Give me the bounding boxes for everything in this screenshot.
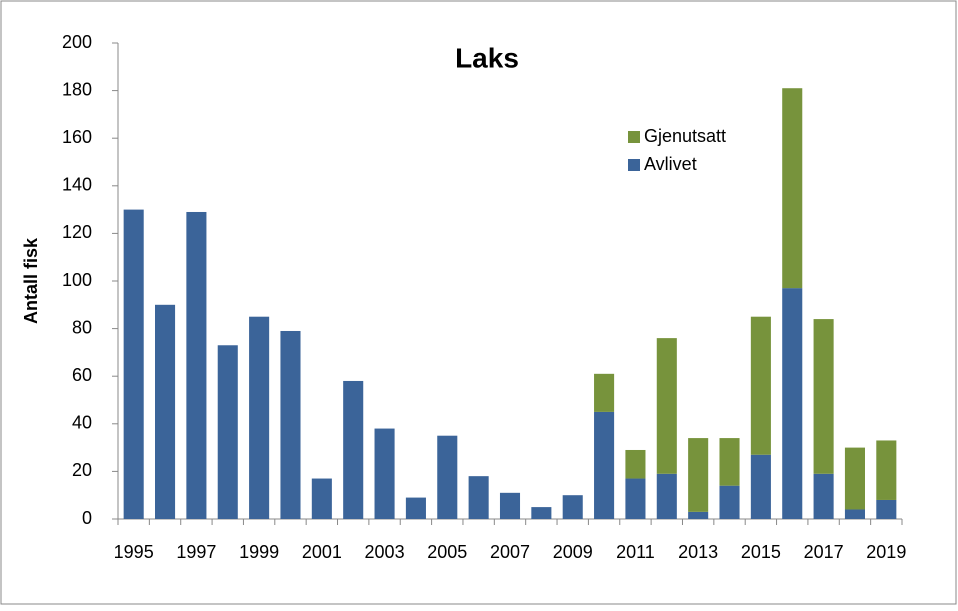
bar (594, 411, 615, 519)
bar (123, 209, 144, 519)
legend-label: Gjenutsatt (644, 126, 726, 146)
y-tick-label: 160 (62, 127, 92, 147)
y-tick-label: 20 (72, 460, 92, 480)
bar (155, 304, 176, 519)
y-tick-label: 180 (62, 79, 92, 99)
bar (688, 511, 709, 519)
x-tick-label: 2017 (804, 542, 844, 562)
legend-swatch (628, 131, 640, 143)
bar (656, 473, 677, 519)
bar (343, 380, 364, 519)
bar (656, 338, 677, 474)
x-tick-label: 2005 (427, 542, 467, 562)
bar (844, 509, 865, 519)
x-tick-label: 2011 (616, 542, 655, 562)
bar (217, 345, 238, 519)
bar (249, 316, 270, 519)
bar (468, 476, 489, 519)
y-tick-label: 80 (72, 317, 92, 337)
bar (437, 435, 458, 519)
x-tick-label: 2015 (741, 542, 781, 562)
bar (625, 449, 646, 479)
x-tick-label: 2019 (866, 542, 906, 562)
bar (688, 438, 709, 512)
legend-swatch (628, 159, 640, 171)
y-tick-label: 200 (62, 32, 92, 52)
y-tick-label: 0 (82, 508, 92, 528)
bar (750, 454, 771, 519)
y-tick-label: 120 (62, 222, 92, 242)
x-tick-label: 2013 (678, 542, 718, 562)
x-tick-label: 2009 (553, 542, 593, 562)
bar (876, 440, 897, 500)
y-axis-label: Antall fisk (21, 237, 41, 324)
y-tick-label: 100 (62, 270, 92, 290)
x-tick-label: 2003 (365, 542, 405, 562)
bar (844, 447, 865, 510)
bar (876, 499, 897, 519)
x-tick-label: 1995 (114, 542, 154, 562)
bar (562, 495, 583, 519)
x-tick-label: 2001 (302, 542, 342, 562)
bar (625, 478, 646, 519)
bar (813, 319, 834, 474)
x-tick-label: 1997 (176, 542, 216, 562)
chart-title: Laks (455, 42, 519, 73)
bar (499, 492, 521, 519)
bar (186, 211, 207, 520)
y-tick-label: 60 (72, 365, 92, 385)
bar (782, 288, 803, 519)
bar (405, 497, 426, 519)
bar (719, 485, 740, 519)
x-tick-label: 2007 (490, 542, 530, 562)
bar (594, 373, 615, 412)
bar (719, 438, 740, 486)
y-tick-label: 40 (72, 413, 92, 433)
bar (813, 473, 834, 519)
bar (311, 478, 332, 519)
x-tick-label: 1999 (239, 542, 279, 562)
y-tick-label: 140 (62, 175, 92, 195)
bar (782, 88, 803, 289)
bar (280, 330, 301, 519)
bar (374, 428, 395, 519)
legend-label: Avlivet (644, 154, 697, 174)
bar (750, 316, 771, 455)
bar (531, 507, 552, 519)
